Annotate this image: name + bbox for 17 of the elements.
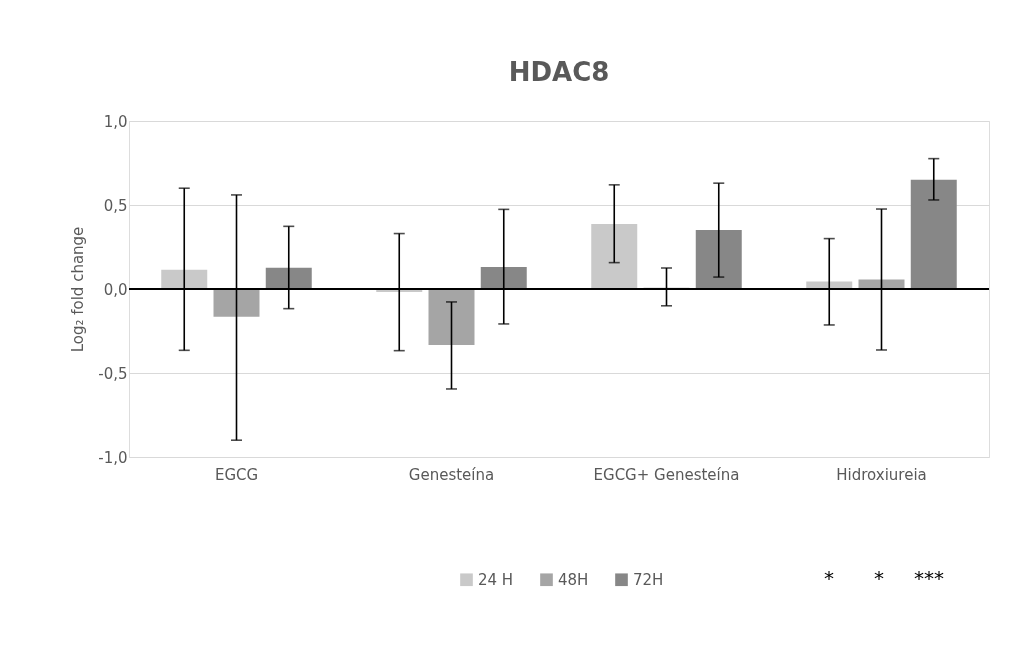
y-tick-label: -0,5 (98, 364, 128, 383)
chart-title: HDAC8 (508, 57, 610, 87)
x-tick-label: EGCG (214, 465, 259, 484)
x-tick-label: EGCG+ Genesteína (593, 465, 740, 484)
y-tick-label: 0,5 (103, 196, 128, 215)
text: * (874, 566, 884, 590)
legend-label: 24 H (478, 570, 514, 589)
text: * (824, 566, 834, 590)
text: *** (914, 566, 944, 590)
legend-label: 72H (633, 570, 664, 589)
y-tick-label: 0,0 (103, 280, 128, 299)
x-tick-label: Hidroxiureia (836, 465, 927, 484)
x-tick-label: Genesteína (408, 465, 495, 484)
legend-label: 48H (558, 570, 589, 589)
y-tick-label: -1,0 (98, 448, 128, 467)
y-axis-title: Log₂ fold change (69, 226, 88, 353)
y-tick-label: 1,0 (103, 112, 128, 131)
